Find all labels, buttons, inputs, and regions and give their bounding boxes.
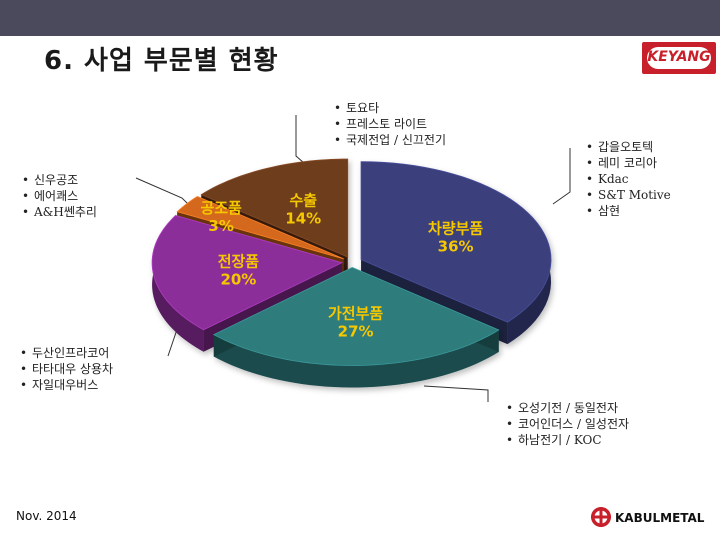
leader-line-right: [552, 148, 571, 205]
list-item: 신우공조: [20, 172, 97, 188]
slice-label-name: 가전부품: [328, 304, 383, 322]
pie-slice-side: [152, 215, 204, 352]
kabulmetal-logo: KABULMETAL: [590, 504, 710, 532]
title-band: [0, 36, 720, 76]
kabulmetal-emblem-icon: [591, 507, 611, 527]
pie-slice-top: [176, 195, 344, 260]
pie-slice: [212, 267, 500, 388]
slice-label-value: 36%: [438, 238, 474, 256]
pie-slice-top: [212, 267, 500, 366]
client-list-appliance-parts: 오성기전 / 동일전자 코어인더스 / 일성전자 하남전기 / KOC: [504, 400, 629, 448]
pie-slice-top: [360, 161, 552, 323]
client-list-air-conditioning: 신우공조 에어쾌스 A&H쎈추리: [20, 172, 97, 220]
list-item: 토요타: [332, 100, 446, 116]
slice-label-name: 전장품: [218, 252, 260, 270]
list-item: 삼현: [584, 203, 671, 219]
list-item: 타타대우 상용차: [18, 361, 113, 377]
pie-slice-top: [151, 215, 344, 331]
slice-label-value: 27%: [338, 322, 374, 340]
list-item: 갑을오토텍: [584, 139, 671, 155]
keyang-logo: KEYANG: [642, 42, 716, 74]
client-list-export: 토요타 프레스토 라이트 국제전업 / 신끄전기: [332, 100, 446, 148]
client-list-vehicle-parts: 갑을오토텍 레미 코리아 Kdac S&T Motive 삼현: [584, 139, 671, 219]
list-item: A&H쎈추리: [20, 204, 97, 220]
kabulmetal-logo-text: KABULMETAL: [615, 511, 705, 525]
list-item: 두산인프라코어: [18, 345, 113, 361]
slice-label-name: 수출: [289, 191, 317, 209]
keyang-logo-text: KEYANG: [647, 49, 711, 65]
pie-slice-side: [213, 329, 499, 388]
slice-label-value: 20%: [220, 270, 256, 288]
list-item: 국제전업 / 신끄전기: [332, 132, 446, 148]
footer-date: Nov. 2014: [16, 509, 77, 523]
leader-line-bottomright: [423, 385, 489, 402]
slice-label-name: 공조품: [200, 199, 242, 217]
client-list-electrical: 두산인프라코어 타타대우 상용차 자일대우버스: [18, 345, 113, 393]
leader-line-left: [135, 177, 189, 205]
list-item: 프레스토 라이트: [332, 116, 446, 132]
slice-label-value: 14%: [285, 209, 321, 227]
list-item: Kdac: [584, 171, 671, 187]
list-item: 오성기전 / 동일전자: [504, 400, 629, 416]
list-item: 레미 코리아: [584, 155, 671, 171]
list-item: 에어쾌스: [20, 188, 97, 204]
list-item: 코어인더스 / 일성전자: [504, 416, 629, 432]
slide-title: 6. 사업 부문별 현황: [44, 46, 279, 76]
slice-label-value: 3%: [208, 217, 233, 235]
list-item: S&T Motive: [584, 187, 671, 203]
list-item: 하남전기 / KOC: [504, 432, 629, 448]
slice-label-name: 차량부품: [428, 220, 483, 238]
pie-slice-top: [200, 158, 349, 258]
list-item: 자일대우버스: [18, 377, 113, 393]
